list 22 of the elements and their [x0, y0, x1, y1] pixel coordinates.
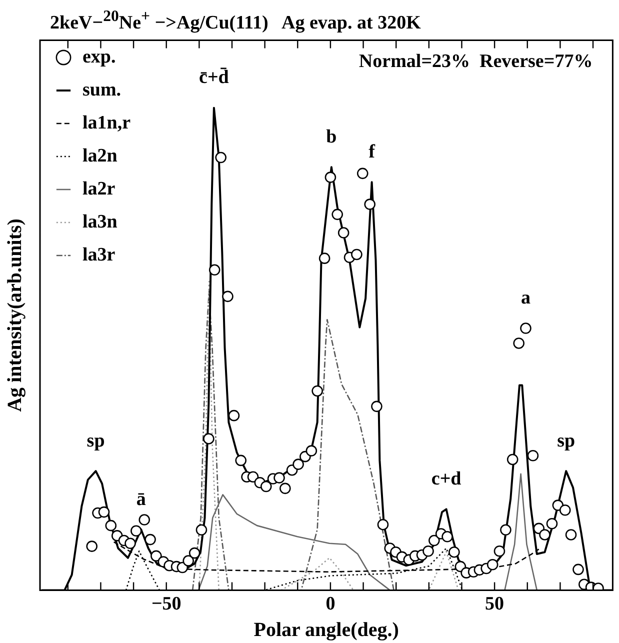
y-axis-title: Ag intensity(arb.units)	[4, 218, 26, 412]
x-tick-label: 0	[326, 594, 336, 615]
annotation: a	[520, 288, 531, 309]
chart-subtitle: Normal=23% Reverse=77%	[358, 51, 593, 72]
chart-title: 2keV−$^{20}$Ne$^{+}$ −>Ag/Cu(111) Ag evap. at 320K	[49, 7, 422, 34]
annotation: c̄+d̄	[199, 67, 230, 88]
annotation: b	[326, 126, 337, 148]
legend-label: la3n	[82, 211, 118, 232]
x-tick-label: 50	[485, 594, 504, 615]
legend-label: sum.	[82, 79, 122, 100]
annotation: f	[368, 142, 376, 163]
legend-label: exp.	[82, 46, 116, 68]
annotation: sp	[86, 430, 105, 452]
legend-label: la2r	[82, 178, 116, 200]
legend-label: la3r	[82, 244, 116, 266]
annotation: sp	[557, 430, 576, 452]
x-axis-title: Polar angle(deg.)	[254, 619, 399, 642]
legend-label: la2n	[82, 145, 118, 166]
annotation: ā	[136, 488, 146, 510]
annotation: c+d	[431, 468, 462, 490]
legend-label: la1n,r	[82, 112, 132, 134]
x-tick-label: −50	[151, 594, 182, 615]
